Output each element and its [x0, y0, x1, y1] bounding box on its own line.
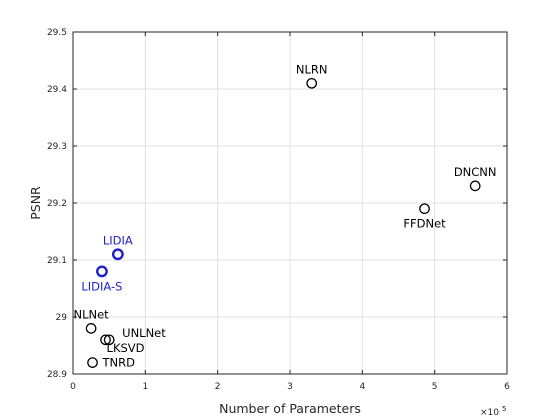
x-tick-label: 5 — [432, 382, 438, 392]
data-point — [100, 334, 111, 346]
data-point-label: FFDNet — [403, 217, 446, 231]
y-tick-label: 29 — [56, 313, 68, 323]
data-point-label: UNLNet — [122, 326, 166, 340]
x-tick-label: 0 — [70, 382, 76, 392]
data-point — [306, 77, 318, 89]
x-axis-label: Number of Parameters — [219, 401, 361, 416]
data-point — [111, 248, 124, 261]
data-point — [87, 357, 98, 368]
data-point-label: LIDIA — [103, 233, 133, 247]
x-tick-label: 1 — [142, 382, 148, 392]
y-axis-label: PSNR — [28, 186, 43, 220]
grid-lines — [73, 32, 507, 374]
data-point-label: DNCNN — [454, 165, 497, 179]
x-axis-exponent-base: ×10 — [480, 408, 499, 418]
y-tick-label: 29.2 — [47, 199, 67, 209]
data-point-label: LKSVD — [107, 341, 145, 355]
y-tick-label: 28.9 — [47, 370, 67, 380]
data-point — [103, 334, 115, 346]
y-tick-label: 29.4 — [47, 85, 67, 95]
data-points: NLRN DNCNN FFDNet LIDIA LIDIA-S NLNet UNLNetLK… — [73, 62, 496, 369]
data-point — [85, 323, 97, 334]
x-tick-label: 6 — [504, 382, 510, 392]
data-point-label: LIDIA-S — [81, 279, 122, 293]
data-point — [419, 203, 430, 215]
data-point-label: TNRD — [102, 356, 136, 370]
y-tick-label: 29.5 — [47, 28, 67, 38]
data-point — [96, 265, 108, 278]
y-tick-label: 29.3 — [47, 142, 67, 152]
x-tick-label: 4 — [359, 382, 365, 392]
data-point-label: NLRN — [296, 62, 328, 76]
x-axis-exponent: ×10 5 — [480, 405, 506, 418]
x-tick-label: 2 — [215, 382, 221, 392]
y-tick-label: 29.1 — [47, 256, 67, 266]
x-axis-exponent-power: 5 — [502, 405, 506, 413]
axis-ticks: 0 1 2 3 4 5 6 28.9 29 29.1 29.2 29.3 29.4 29.5 — [47, 28, 510, 392]
data-point — [469, 180, 481, 192]
x-tick-label: 3 — [287, 382, 293, 392]
data-point-label: NLNet — [73, 307, 109, 321]
